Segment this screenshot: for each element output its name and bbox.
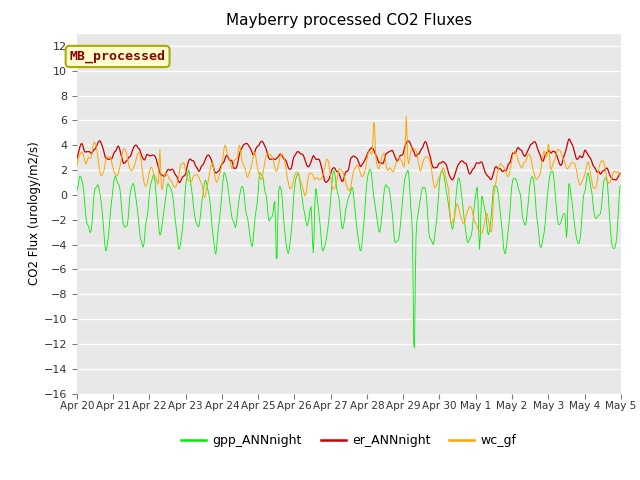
Legend: gpp_ANNnight, er_ANNnight, wc_gf: gpp_ANNnight, er_ANNnight, wc_gf <box>176 429 522 452</box>
Text: MB_processed: MB_processed <box>70 50 166 63</box>
Y-axis label: CO2 Flux (urology/m2/s): CO2 Flux (urology/m2/s) <box>28 142 41 286</box>
Title: Mayberry processed CO2 Fluxes: Mayberry processed CO2 Fluxes <box>226 13 472 28</box>
